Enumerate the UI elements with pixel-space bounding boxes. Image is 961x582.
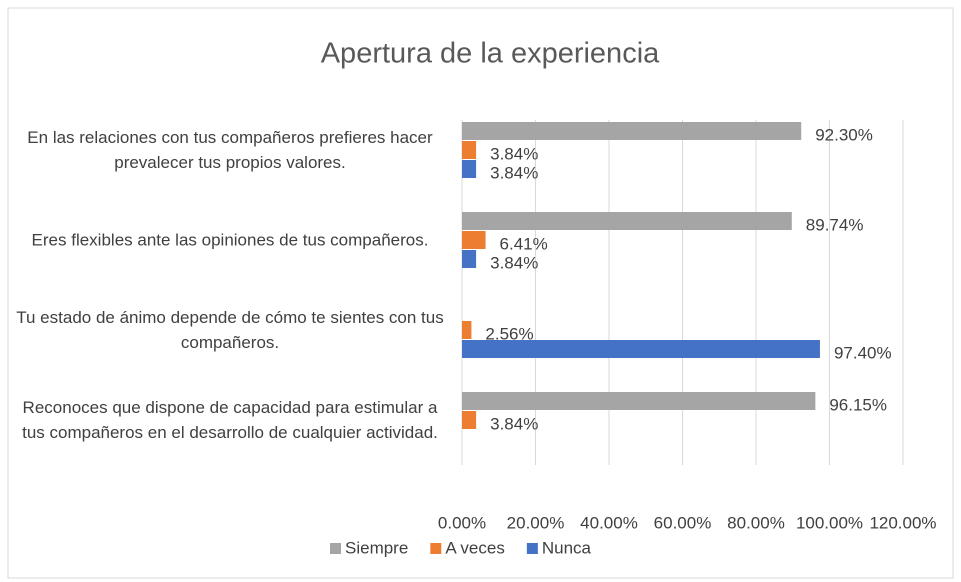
x-tick-label: 60.00% bbox=[654, 513, 712, 532]
data-label: 3.84% bbox=[490, 253, 538, 272]
bar bbox=[462, 122, 802, 140]
x-tick-label: 20.00% bbox=[507, 513, 565, 532]
y-tick-label: Tu estado de ánimo depende de cómo te si… bbox=[16, 308, 444, 352]
bar bbox=[462, 250, 477, 268]
chart-title: Apertura de la experiencia bbox=[321, 38, 660, 70]
x-tick-label: 100.00% bbox=[796, 513, 863, 532]
data-label: 96.15% bbox=[829, 395, 887, 414]
legend-swatch bbox=[330, 543, 341, 554]
legend-label: Siempre bbox=[345, 538, 408, 557]
bar bbox=[462, 340, 820, 358]
data-label: 97.40% bbox=[834, 343, 892, 362]
data-label: 2.56% bbox=[485, 324, 533, 343]
legend-swatch bbox=[430, 543, 442, 554]
data-label: 89.74% bbox=[806, 215, 864, 234]
chart-border bbox=[7, 7, 954, 579]
bar bbox=[462, 160, 477, 178]
x-tick-label: 120.00% bbox=[869, 513, 936, 532]
x-tick-label: 0.00% bbox=[438, 513, 486, 532]
y-tick-label: En las relaciones con tus compañeros pre… bbox=[27, 128, 433, 172]
data-label: 3.84% bbox=[490, 414, 538, 433]
bar bbox=[462, 231, 486, 249]
x-tick-label: 80.00% bbox=[727, 513, 785, 532]
bar bbox=[462, 141, 477, 159]
x-tick-label: 40.00% bbox=[580, 513, 638, 532]
bar bbox=[462, 212, 792, 230]
legend-label: A veces bbox=[445, 538, 505, 557]
data-label: 92.30% bbox=[815, 125, 873, 144]
y-tick-label: Reconoces que dispone de capacidad para … bbox=[22, 398, 438, 442]
data-label: 3.84% bbox=[490, 144, 538, 163]
bar bbox=[462, 321, 472, 339]
y-tick-label: Eres flexibles ante las opiniones de tus… bbox=[31, 230, 429, 250]
data-label: 6.41% bbox=[500, 234, 548, 253]
bar bbox=[462, 392, 816, 410]
legend-label: Nunca bbox=[542, 538, 592, 557]
data-label: 3.84% bbox=[490, 163, 538, 182]
legend-swatch bbox=[526, 543, 538, 554]
bar bbox=[462, 411, 477, 429]
